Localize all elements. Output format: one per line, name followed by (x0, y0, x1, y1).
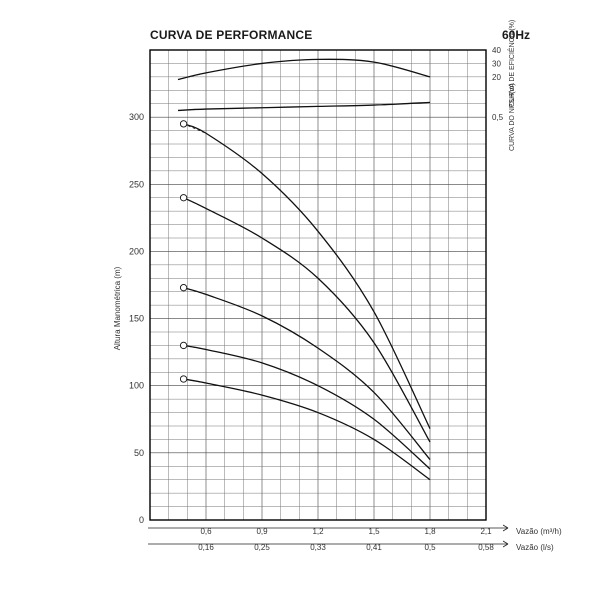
svg-text:Vazão (l/s): Vazão (l/s) (516, 543, 554, 552)
svg-text:250: 250 (129, 179, 144, 189)
svg-text:0,33: 0,33 (310, 543, 326, 552)
svg-text:2,1: 2,1 (480, 527, 492, 536)
svg-text:1,5: 1,5 (368, 527, 380, 536)
svg-text:1,8: 1,8 (424, 527, 436, 536)
svg-text:Altura Manométrica (m): Altura Manométrica (m) (113, 266, 122, 350)
svg-text:0,58: 0,58 (478, 543, 494, 552)
svg-text:CURVA DO NPSH(m): CURVA DO NPSH(m) (509, 83, 516, 151)
series-marker (180, 284, 186, 290)
svg-text:Vazão (m³/h): Vazão (m³/h) (516, 527, 562, 536)
svg-text:300: 300 (129, 112, 144, 122)
series-marker (180, 342, 186, 348)
svg-text:200: 200 (129, 246, 144, 256)
svg-text:1,2: 1,2 (312, 527, 324, 536)
svg-text:50: 50 (134, 448, 144, 458)
svg-text:0,25: 0,25 (254, 543, 270, 552)
svg-text:100: 100 (129, 381, 144, 391)
svg-text:0,6: 0,6 (200, 527, 212, 536)
svg-text:0: 0 (139, 515, 144, 525)
series-marker (180, 376, 186, 382)
performance-chart: 0 50 100 150 200 250 300 Altura Manométrica (m)… (0, 0, 600, 600)
svg-text:0,9: 0,9 (256, 527, 268, 536)
svg-text:0,41: 0,41 (366, 543, 382, 552)
svg-text:20: 20 (492, 73, 501, 82)
series-marker (180, 121, 186, 127)
svg-text:0,5: 0,5 (492, 113, 504, 122)
svg-text:40: 40 (492, 46, 501, 55)
svg-text:0,5: 0,5 (424, 543, 436, 552)
svg-text:30: 30 (492, 59, 501, 68)
svg-text:1: 1 (492, 0, 497, 2)
svg-text:0,16: 0,16 (198, 543, 214, 552)
svg-text:150: 150 (129, 314, 144, 324)
series-marker (180, 195, 186, 201)
